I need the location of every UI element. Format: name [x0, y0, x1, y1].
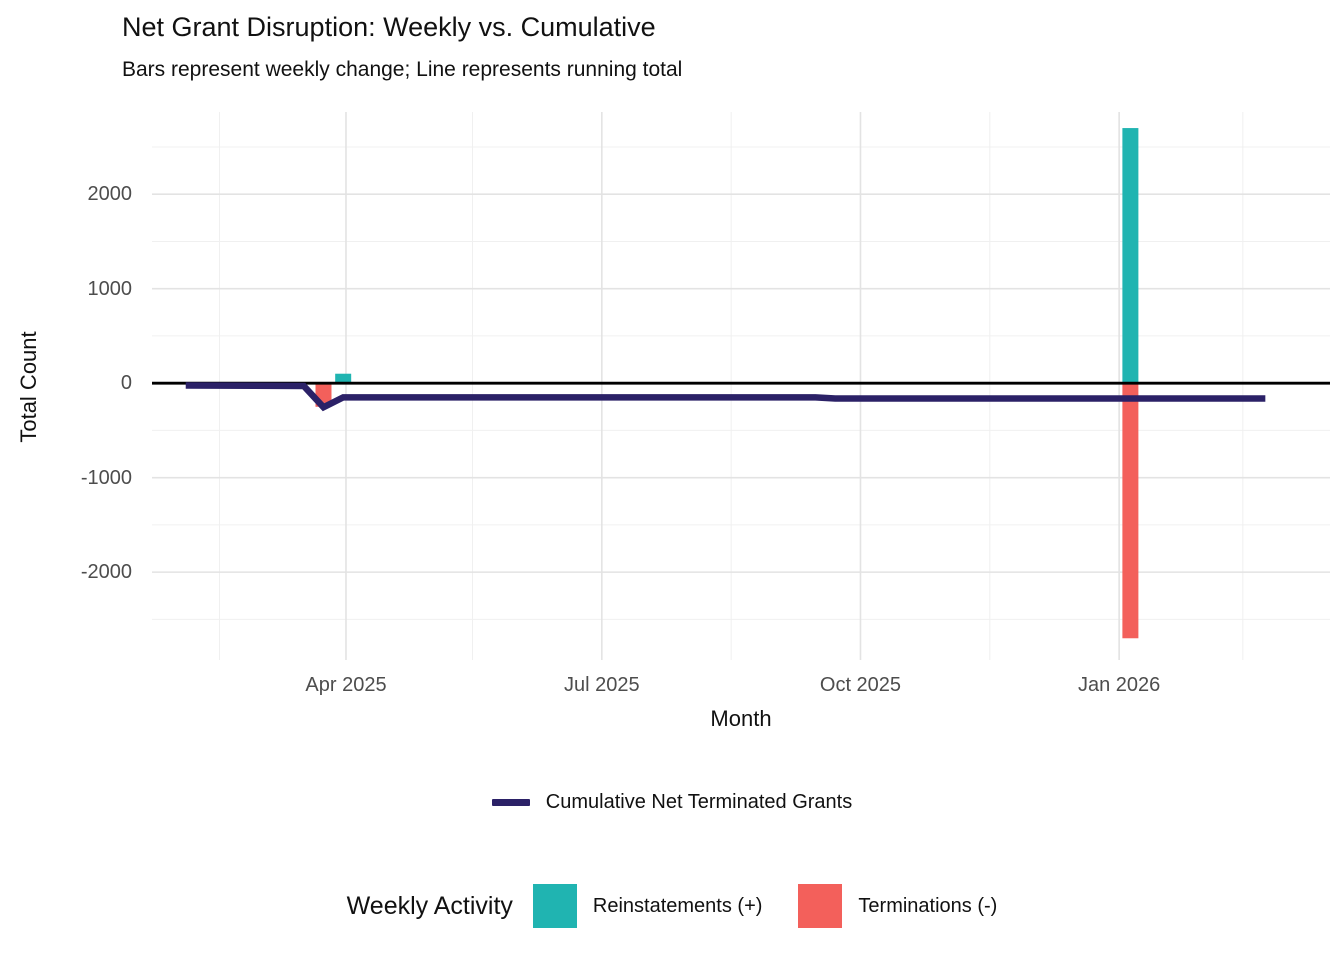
legend-weekly-activity: Weekly Activity Reinstatements (+) Termi…	[0, 884, 1344, 928]
x-tick-label: Jul 2025	[564, 674, 640, 696]
x-tick-label: Jan 2026	[1077, 674, 1161, 696]
terminations-label: Terminations (-)	[858, 894, 998, 917]
bar-reinstatements	[335, 373, 352, 384]
cumulative-line-label: Cumulative Net Terminated Grants	[545, 791, 853, 813]
legend-cumulative: Cumulative Net Terminated Grants	[0, 791, 1344, 814]
chart-subtitle: Bars represent weekly change; Line repre…	[122, 58, 683, 81]
x-axis-title: Month	[710, 706, 772, 731]
y-tick-label: 0	[120, 372, 132, 395]
y-tick-label: -1000	[80, 466, 132, 489]
plot-panel	[152, 112, 1330, 660]
cumulative-line-swatch	[491, 799, 530, 806]
y-tick-label: -2000	[80, 561, 132, 584]
legend-item-reinstatements: Reinstatements (+)	[532, 884, 763, 928]
terminations-swatch	[798, 884, 843, 928]
y-tick-label: 2000	[87, 183, 133, 206]
x-tick-label: Oct 2025	[819, 674, 902, 696]
legend-item-terminations: Terminations (-)	[798, 884, 997, 928]
legend-weekly-title: Weekly Activity	[346, 891, 513, 920]
reinstatements-label: Reinstatements (+)	[592, 894, 763, 917]
bar-reinstatements	[1122, 128, 1139, 384]
x-tick-label: Apr 2025	[305, 674, 387, 696]
chart-title: Net Grant Disruption: Weekly vs. Cumulat…	[122, 12, 656, 42]
plot-svg	[152, 112, 1330, 660]
y-tick-label: 1000	[87, 277, 133, 300]
cumulative-line	[185, 382, 1266, 412]
bar-terminations	[1122, 383, 1139, 639]
reinstatements-swatch	[532, 884, 577, 928]
